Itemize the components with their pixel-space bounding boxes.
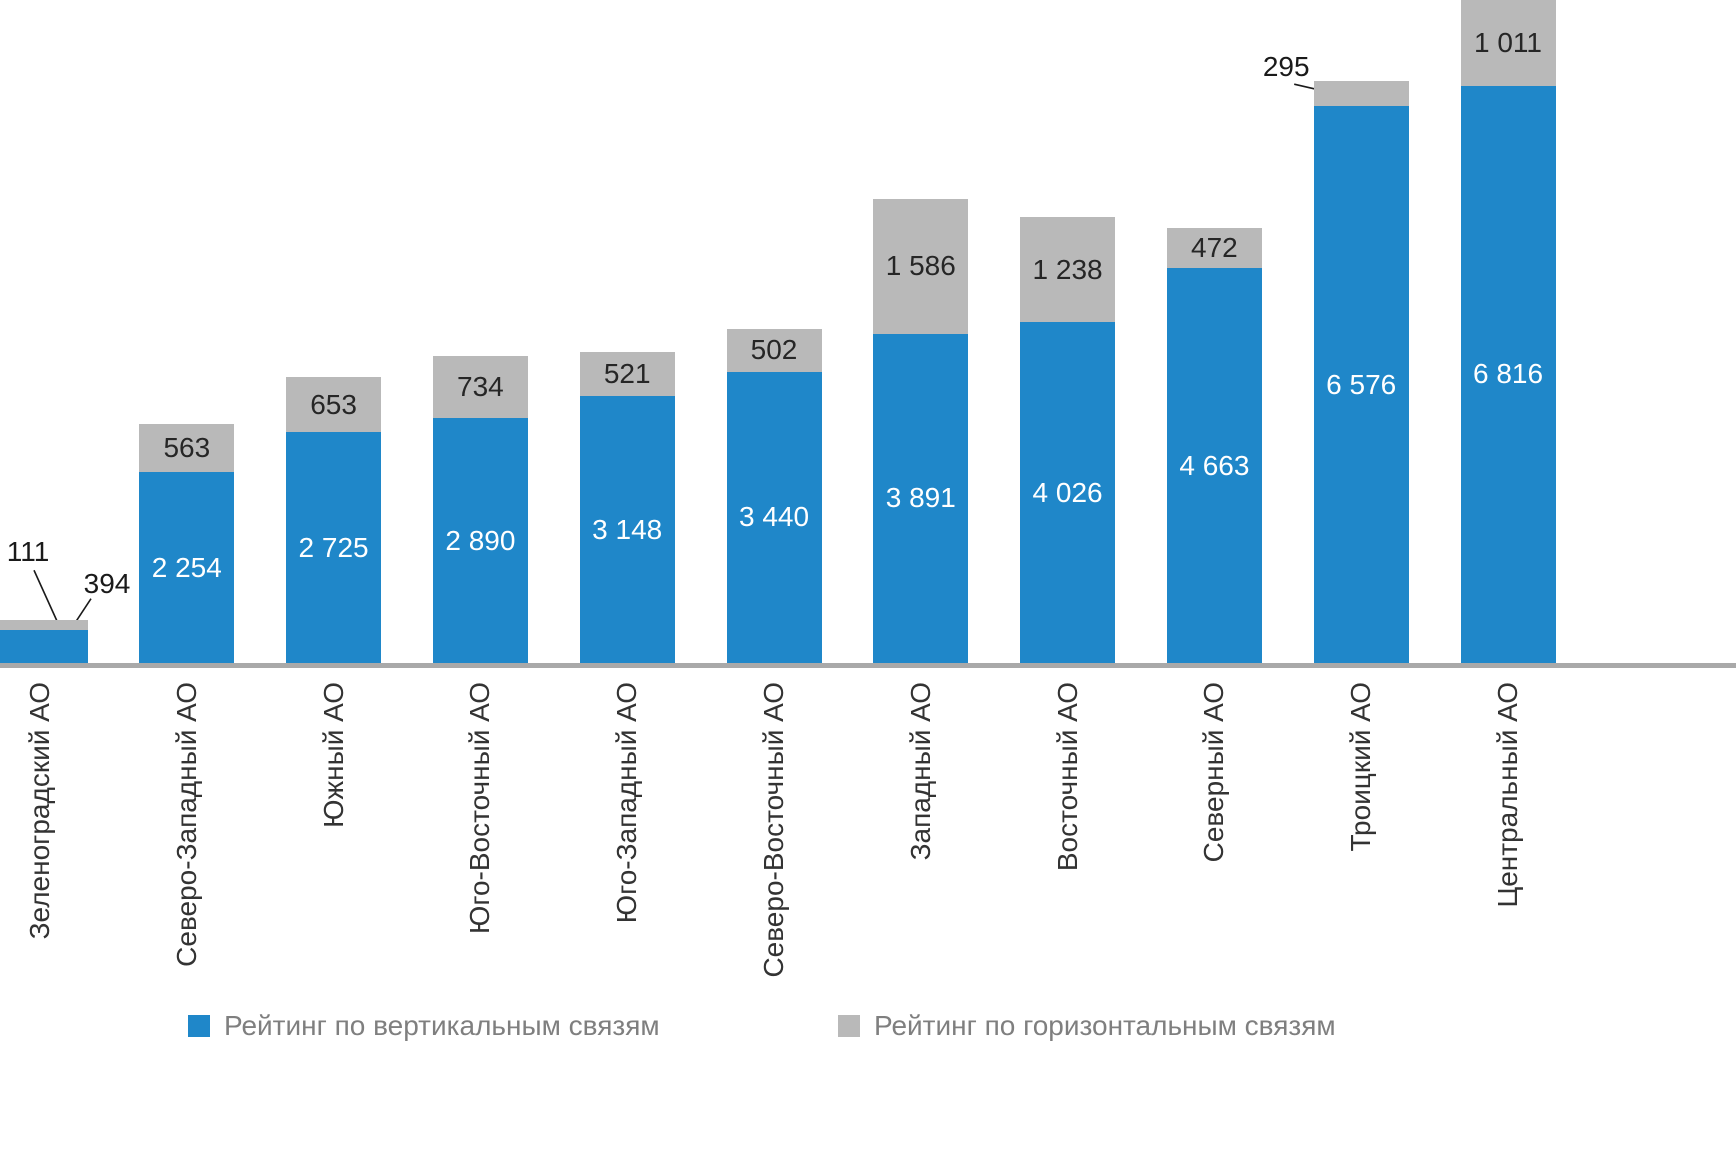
bar-segment-vertical-links — [139, 472, 235, 663]
bar-segment-vertical-links — [1460, 85, 1556, 663]
value-label: 1 011 — [1474, 27, 1542, 59]
x-axis-label: Северный АО — [1198, 682, 1230, 863]
value-label: 2 890 — [445, 524, 516, 556]
value-label: 3 148 — [592, 513, 663, 545]
x-axis-label: Южный АО — [317, 682, 349, 828]
value-label: 4 663 — [1179, 449, 1250, 481]
bar-segment-vertical-links — [286, 432, 382, 663]
value-label: 4 026 — [1032, 476, 1103, 508]
bar-segment-horizontal-links — [286, 376, 382, 433]
value-label: 653 — [310, 388, 357, 420]
legend-swatch-vertical-links — [188, 1015, 210, 1037]
legend-swatch-horizontal-links — [838, 1015, 860, 1037]
legend-label-vertical-links: Рейтинг по вертикальным связям — [224, 1010, 660, 1041]
value-label: 502 — [750, 334, 798, 366]
bar-segment-horizontal-links — [579, 352, 675, 397]
value-label: 2 725 — [298, 531, 369, 563]
bar-segment-vertical-links — [1020, 322, 1116, 663]
x-axis-label: Юго-Западный АО — [611, 682, 643, 924]
bar-segment-horizontal-links — [1313, 81, 1409, 107]
bar-segment-vertical-links — [873, 333, 969, 663]
value-label: 734 — [457, 371, 504, 403]
bar-segment-horizontal-links — [139, 424, 235, 473]
bar-segment-horizontal-links — [726, 329, 822, 372]
value-label: 2 254 — [151, 551, 222, 583]
value-label: 1 238 — [1032, 253, 1103, 285]
x-axis-line — [0, 663, 1736, 668]
bar-segment-horizontal-links — [1166, 228, 1262, 269]
bar-segment-vertical-links — [579, 396, 675, 663]
value-label: 111 — [6, 536, 50, 568]
value-label: 394 — [83, 567, 131, 599]
value-label: 295 — [1262, 51, 1310, 83]
x-axis-label: Восточный АО — [1051, 682, 1083, 872]
x-axis-label: Северо-Восточный АО — [758, 682, 790, 978]
bar-segment-vertical-links — [432, 418, 528, 663]
x-axis-label: Западный АО — [905, 682, 936, 861]
x-axis-label: Троицкий АО — [1345, 682, 1377, 852]
x-axis-label: Северо-Западный АО — [171, 682, 202, 967]
bar-segment-vertical-links — [1166, 268, 1262, 663]
value-label: 1 586 — [885, 250, 956, 282]
bar-segment-vertical-links — [726, 371, 822, 663]
legend-item-vertical-links: Рейтинг по вертикальным связям — [188, 1010, 660, 1042]
value-label: 521 — [603, 358, 651, 390]
bar-segment-horizontal-links — [873, 199, 969, 334]
bar-segment-horizontal-links — [432, 356, 528, 419]
legend-item-horizontal-links: Рейтинг по горизонтальным связям — [838, 1010, 1336, 1042]
bar-segment-vertical-links — [0, 629, 88, 663]
x-axis-label: Зеленоградский АО — [24, 682, 56, 940]
x-axis-label: Юго-Восточный АО — [464, 682, 496, 934]
legend-label-horizontal-links: Рейтинг по горизонтальным связям — [874, 1010, 1336, 1041]
value-label: 472 — [1191, 232, 1238, 264]
value-label: 3 440 — [738, 501, 810, 533]
bar-segment-horizontal-links — [0, 620, 88, 630]
bar-segment-horizontal-links — [1020, 217, 1116, 323]
value-label: 6 576 — [1326, 368, 1397, 400]
value-label: 3 891 — [885, 482, 956, 514]
value-label: 6 816 — [1472, 358, 1544, 390]
leader-line — [33, 569, 59, 624]
bar-segment-horizontal-links — [1460, 0, 1556, 86]
x-axis-label: Центральный АО — [1492, 682, 1524, 908]
bar-segment-vertical-links — [1313, 106, 1409, 663]
value-label: 563 — [163, 432, 211, 464]
